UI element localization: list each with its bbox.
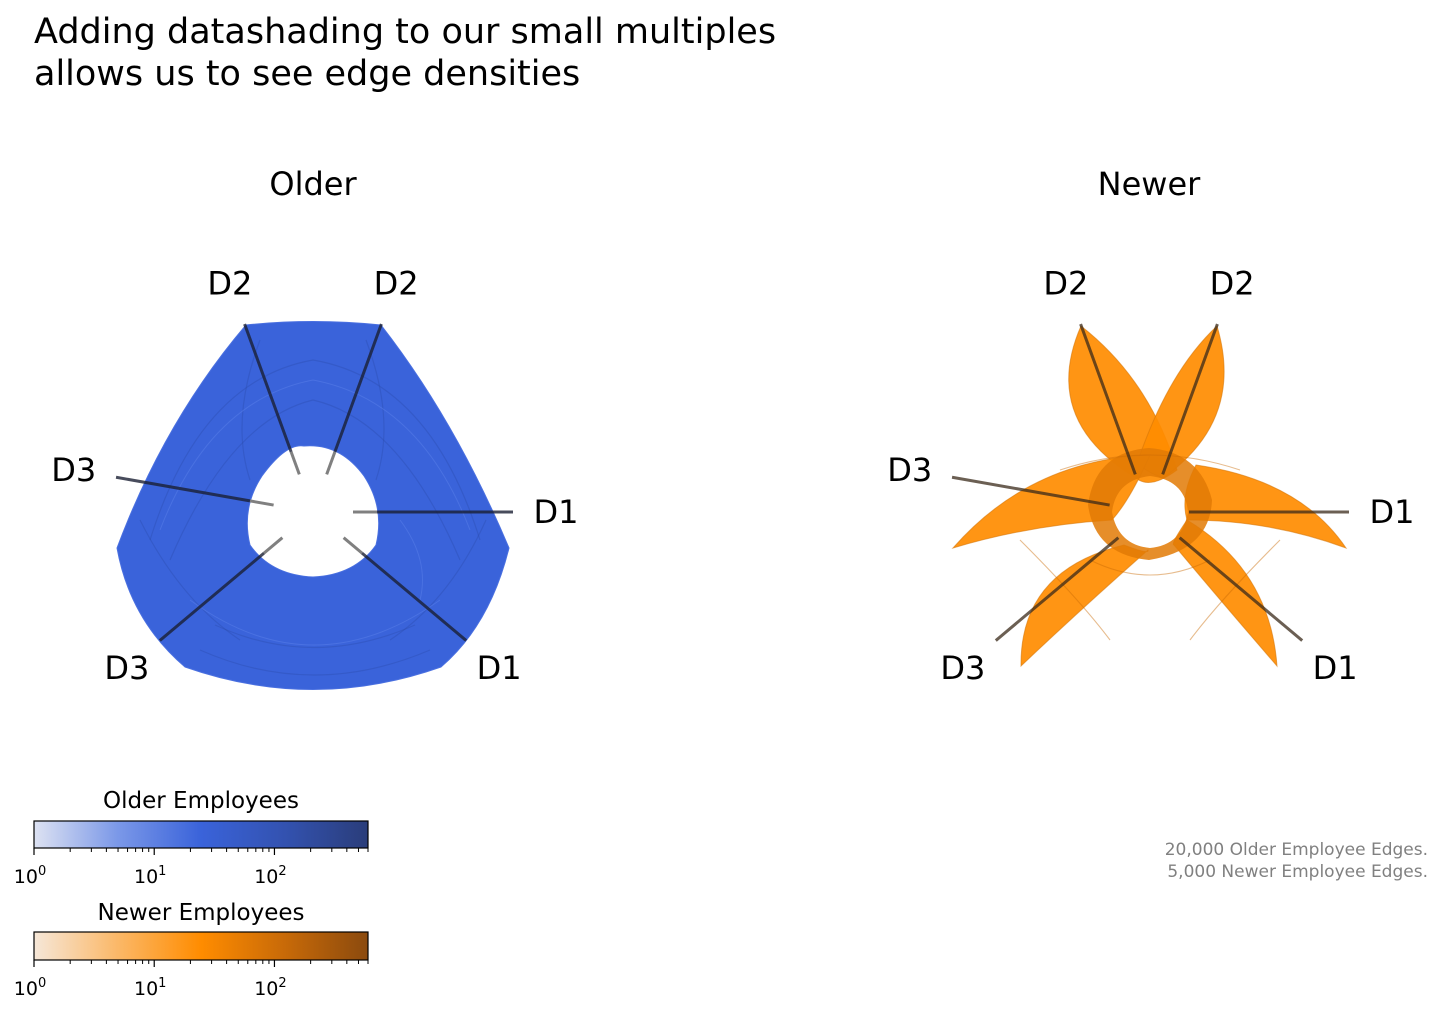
older-axis-d3-5-inner [263, 536, 284, 555]
colorbar-newer-ticks: 100 101 102 [14, 960, 369, 1000]
newer-axis-d2-3-label: D2 [1210, 265, 1255, 303]
colorbar-older-tick-label: 100 [14, 864, 46, 888]
older-axis-d1-1-label: D1 [477, 649, 522, 687]
newer-axis-d1-1 [1178, 536, 1304, 642]
older-axes [115, 323, 513, 642]
older-axis-d2-2-label: D2 [207, 265, 252, 303]
newer-axis-d3-5-label: D3 [940, 649, 985, 687]
colorbar-older-tick-label: 101 [134, 864, 166, 888]
newer-axis-d3-4 [951, 475, 1110, 507]
older-axis-d3-5-label: D3 [104, 649, 149, 687]
older-axis-d2-3-label: D2 [374, 265, 419, 303]
newer-axis-d2-2 [1079, 323, 1137, 475]
colorbar-older-ticks: 100 101 102 [14, 848, 369, 888]
older-axis-d2-3-inner [325, 451, 337, 475]
older-axis-d3-4-label: D3 [51, 451, 96, 489]
older-axis-d1-0-label: D1 [534, 493, 579, 531]
colorbar-newer-tick-label: 102 [254, 976, 286, 1000]
colorbar-newer: Newer Employees 100 101 102 [14, 900, 369, 1000]
colorbar-older-bar [33, 820, 369, 849]
older-axis-d2-2 [243, 323, 293, 453]
newer-panel: Newer D1 D1 D2 D2 D3 D3 [887, 165, 1414, 687]
older-edge-band [116, 321, 510, 690]
newer-hub-ring [1088, 448, 1212, 560]
newer-axis-d3-4-label: D3 [887, 451, 932, 489]
older-panel: Older D1 D1 D2 D2 D3 D3 [51, 165, 579, 690]
newer-axis-d2-3 [1161, 323, 1219, 475]
newer-axis-d1-0-label: D1 [1370, 493, 1415, 531]
older-axis-labels: D1 D1 D2 D2 D3 D3 [51, 265, 578, 688]
newer-panel-title: Newer [1098, 165, 1201, 203]
newer-axes [951, 323, 1349, 642]
colorbar-older-title: Older Employees [103, 788, 299, 814]
edge-count-annotation-line-2: 5,000 Newer Employee Edges. [1167, 862, 1428, 882]
older-panel-title: Older [269, 165, 357, 203]
newer-edge-texture [1019, 454, 1281, 641]
older-edge-highlights [159, 379, 471, 646]
edge-count-annotation-line-1: 20,000 Older Employee Edges. [1165, 840, 1428, 860]
colorbar-older-tick-label: 102 [254, 864, 286, 888]
older-axis-d3-4 [115, 475, 251, 503]
newer-edge-petals [951, 325, 1348, 668]
colorbar-newer-tick-label: 101 [134, 976, 166, 1000]
colorbar-newer-tick-label: 100 [14, 976, 46, 1000]
older-axis-d1-1-inner [342, 536, 363, 555]
newer-axis-d2-2-label: D2 [1043, 265, 1088, 303]
colorbar-newer-bar [33, 931, 369, 961]
newer-axis-d3-5 [994, 536, 1120, 642]
older-axis-d1-1 [361, 551, 468, 642]
older-axis-d3-5 [158, 551, 265, 642]
older-axis-d2-2-inner [289, 451, 301, 475]
figure-title-line-2: allows us to see edge densities [34, 54, 580, 94]
figure-title-line-1: Adding datashading to our small multiple… [34, 12, 776, 52]
older-axis-d2-3 [333, 323, 383, 453]
newer-axis-d1-1-label: D1 [1313, 649, 1358, 687]
colorbar-older: Older Employees 100 101 102 [14, 788, 369, 888]
newer-petal-d3-lower [1020, 544, 1149, 668]
colorbar-newer-title: Newer Employees [98, 900, 305, 926]
newer-axis-labels: D1 D1 D2 D2 D3 D3 [887, 265, 1414, 688]
older-axis-d3-4-inner [249, 499, 274, 507]
older-edge-texture [139, 339, 487, 676]
